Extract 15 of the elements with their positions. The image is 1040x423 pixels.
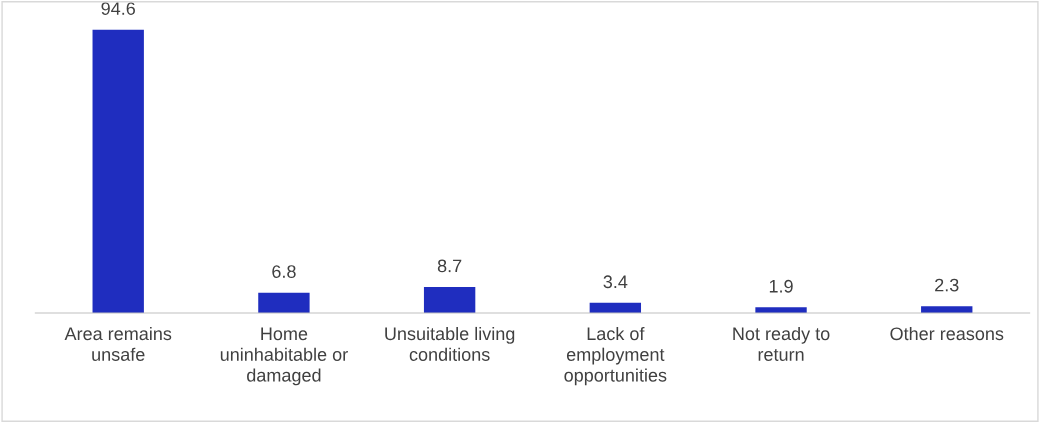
- x-tick-label: Not ready to return: [733, 326, 830, 361]
- x-tick-label: Home uninhabitable or damaged: [220, 327, 348, 386]
- data-label: 6.8: [272, 265, 296, 278]
- data-label: 94.6: [101, 2, 135, 15]
- data-label: 1.9: [769, 279, 793, 293]
- x-tick-label: Other reasons: [890, 326, 1004, 341]
- data-label: 2.3: [935, 278, 959, 292]
- x-tick-label: Area remains unsafe: [64, 326, 172, 361]
- bar: [423, 286, 476, 314]
- bar: [258, 292, 310, 314]
- x-tick-label: Unsuitable living conditions: [385, 326, 515, 361]
- data-label: 8.7: [437, 259, 462, 273]
- data-label: 3.4: [603, 275, 628, 289]
- bar: [92, 29, 144, 314]
- x-tick-label: Lack of employment opportunities: [564, 326, 667, 386]
